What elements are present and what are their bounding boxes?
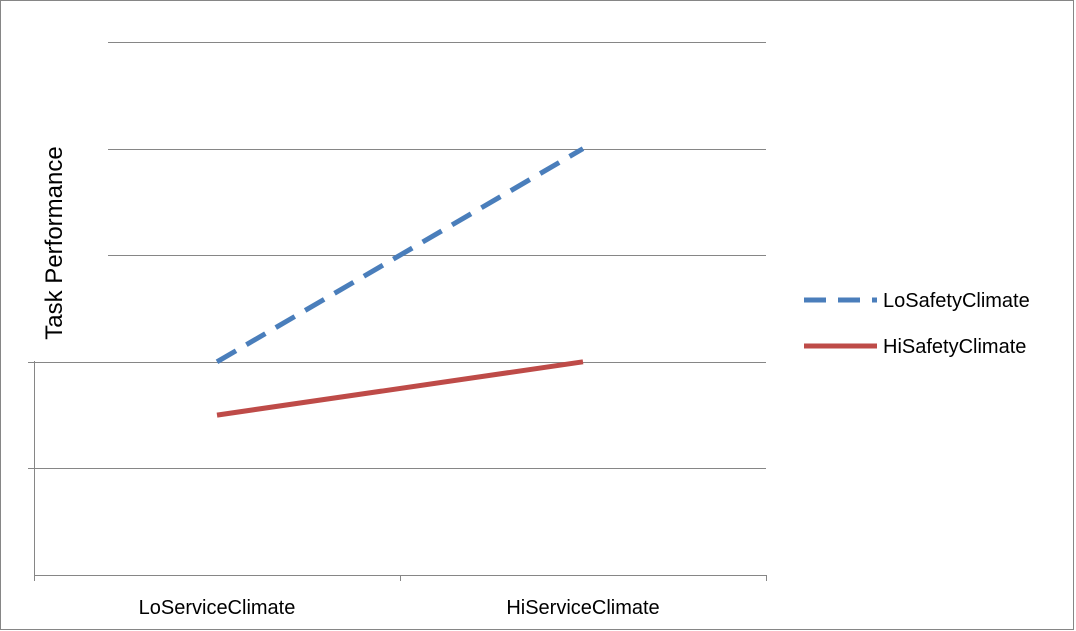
x-ticks — [34, 575, 767, 581]
grid-lines — [28, 42, 766, 469]
legend-label-1: HiSafetyClimate — [883, 336, 1026, 358]
x-tick-labels: LoServiceClimate HiServiceClimate — [139, 597, 660, 619]
x-tick-label: HiServiceClimate — [506, 597, 659, 619]
y-axis-title: Task Performance — [41, 146, 68, 339]
series-line-1 — [216, 359, 584, 418]
legend: LoSafetyClimate HiSafetyClimate — [804, 290, 1030, 358]
series-lines — [215, 146, 585, 418]
x-tick-label: LoServiceClimate — [139, 597, 296, 619]
legend-label-0: LoSafetyClimate — [883, 290, 1030, 312]
series-line-0 — [215, 146, 585, 364]
